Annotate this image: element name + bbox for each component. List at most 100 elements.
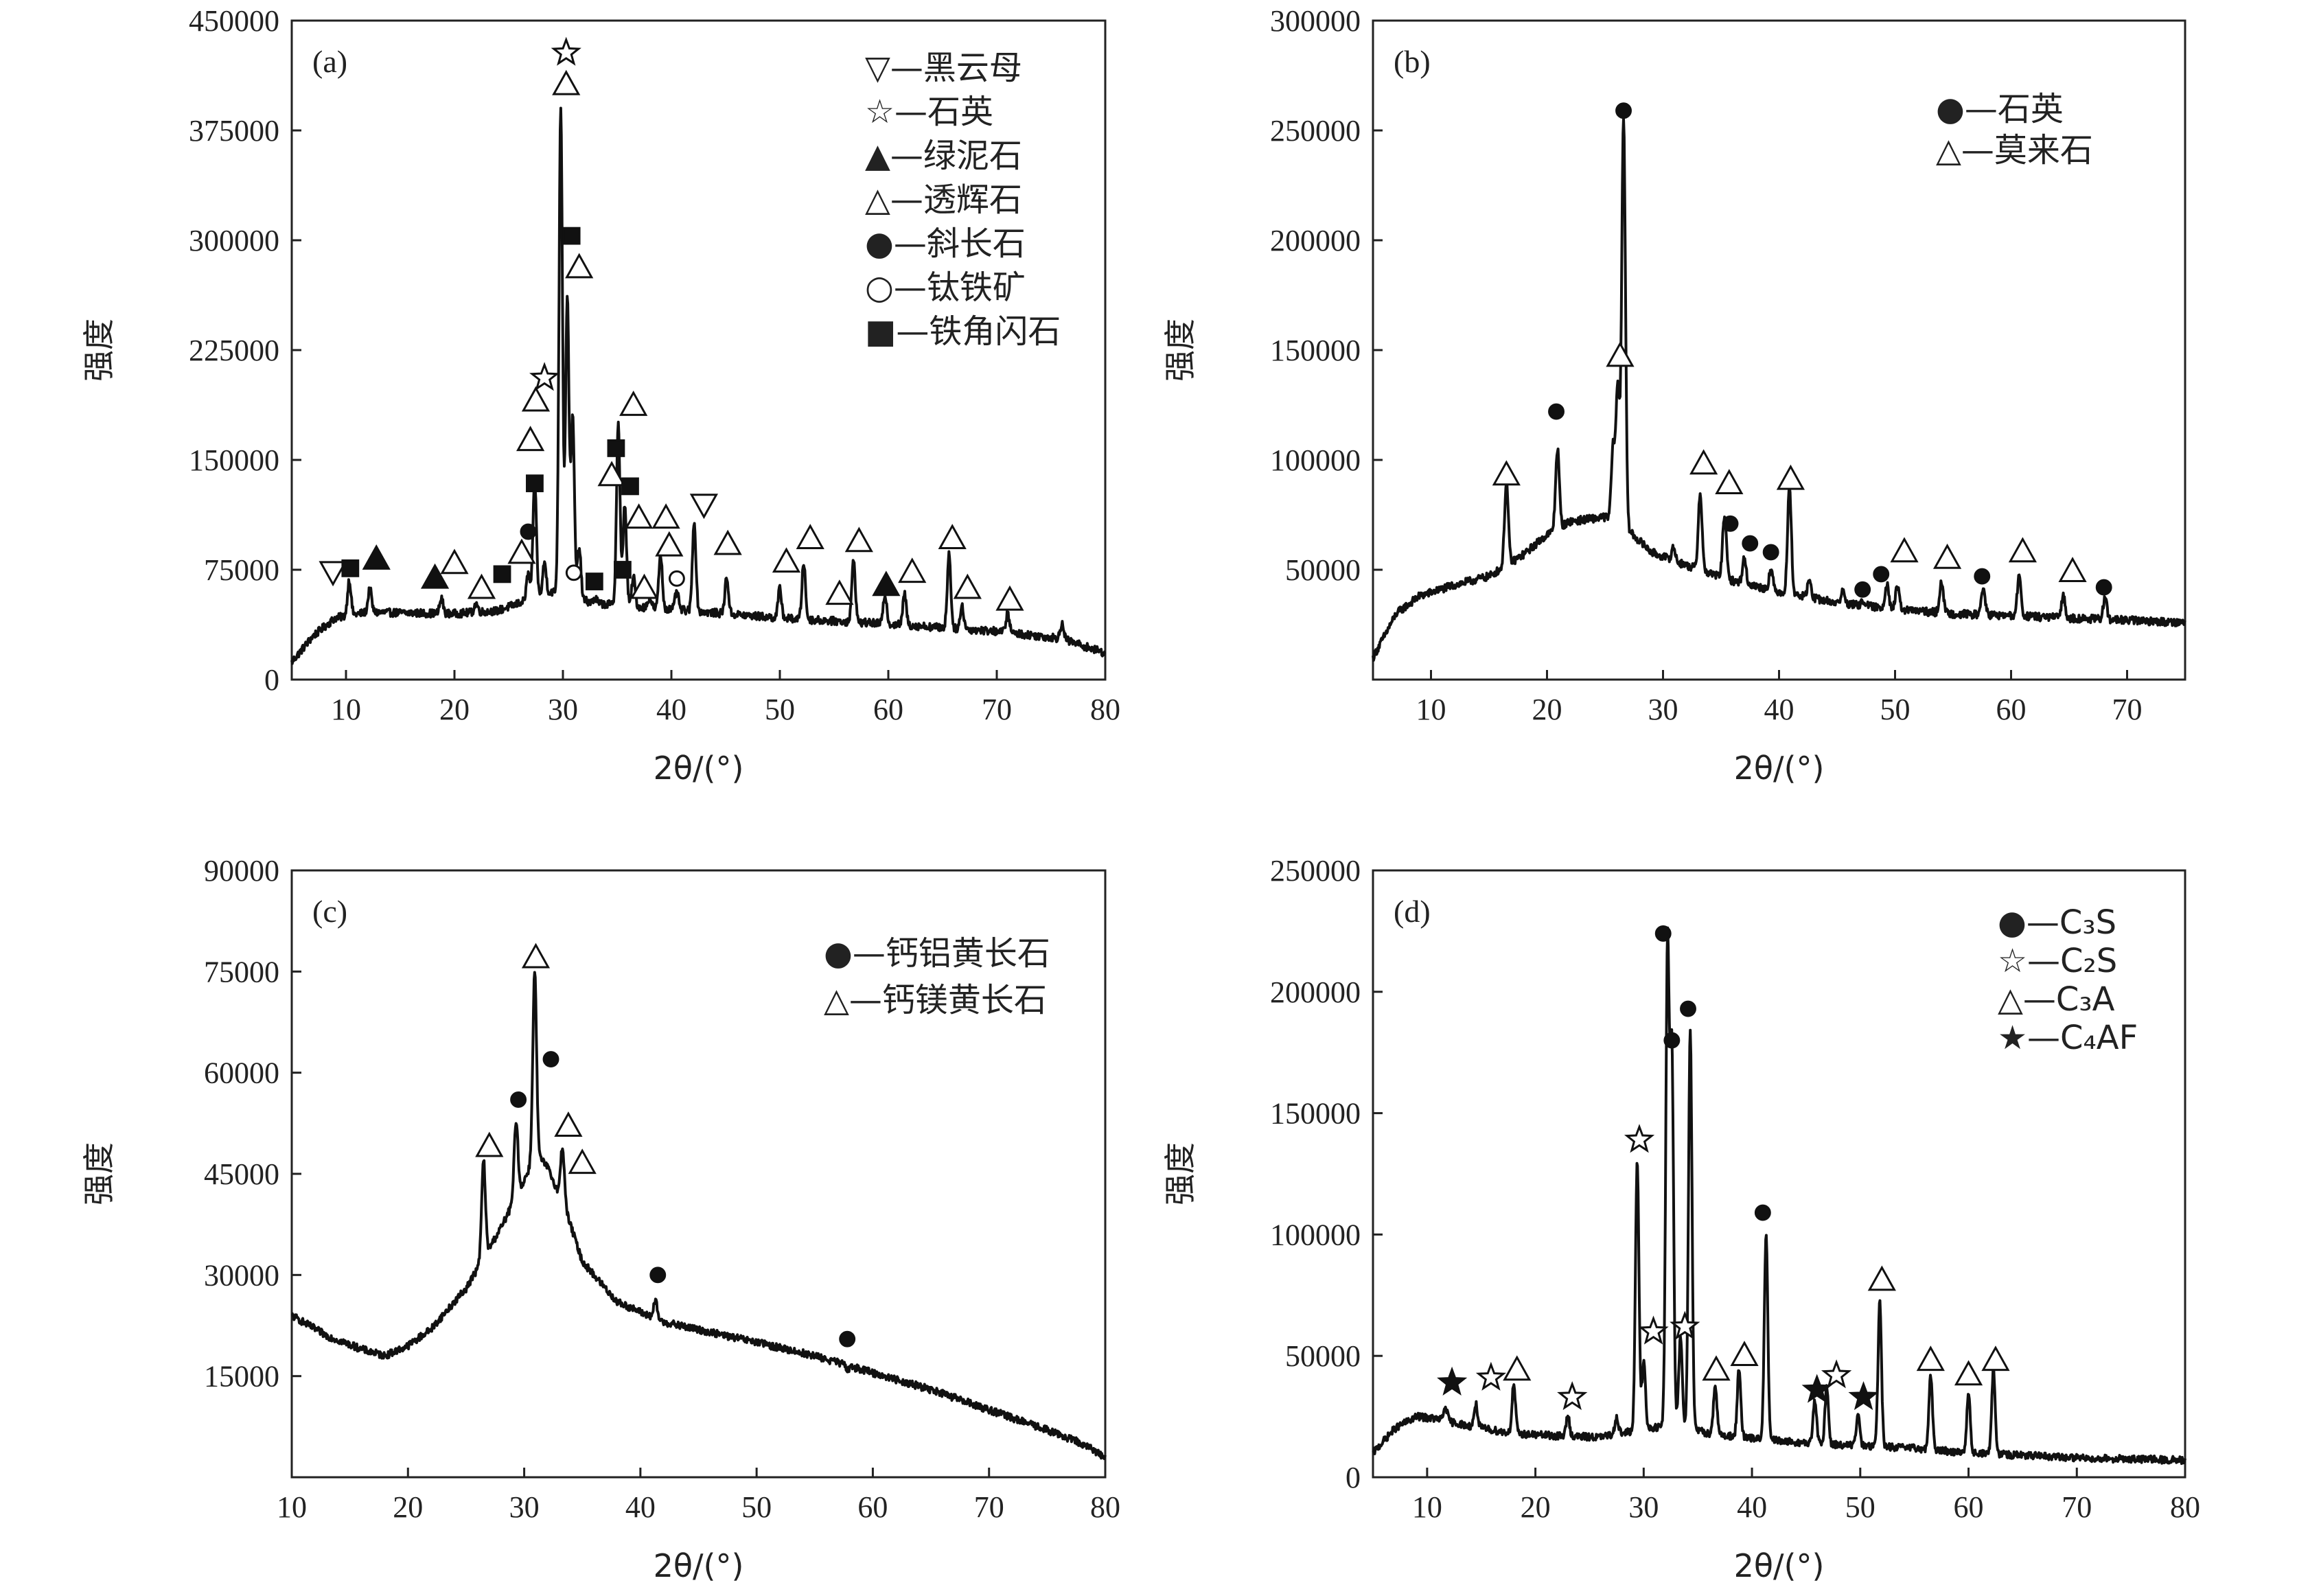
y-tick-label: 250000: [1270, 114, 1361, 148]
y-tick-label: 450000: [189, 4, 279, 38]
peak-marker-square-filled: [493, 565, 511, 583]
x-axis-title: 2θ/(°): [1734, 750, 1825, 787]
y-tick-label: 300000: [189, 224, 279, 257]
panel-c: 10 20 30 40 50 60 70 80 15000 30000 45000 60000 7500…: [80, 854, 1120, 1584]
legend-entry: ○—钛铁矿: [865, 268, 1026, 307]
y-tick-label: 200000: [1270, 224, 1361, 257]
peak-marker-triangle-up-open: [1606, 341, 1635, 367]
peak-marker-triangle-up-open: [796, 524, 824, 549]
y-tick-label: 0: [1346, 1461, 1361, 1494]
peak-marker-triangle-up-open: [651, 503, 680, 529]
legend-entry: ☆—C₂S: [1998, 942, 2117, 980]
peak-marker-circle-open: [668, 570, 685, 587]
peak-marker-triangle-up-open: [440, 548, 469, 575]
peak-marker-circle-filled: [510, 1091, 527, 1108]
peak-marker-triangle-up-open: [597, 461, 626, 487]
peak-marker-triangle-up-open: [1730, 1341, 1759, 1366]
legend-entry: △—钙镁黄长石: [824, 981, 1047, 1019]
peak-marker-triangle-up-open: [938, 524, 967, 549]
xrd-trace: [290, 106, 1107, 665]
y-tick-label: 45000: [204, 1157, 279, 1191]
peak-marker-circle-filled: [542, 1051, 559, 1067]
peak-marker-triangle-up-open: [772, 547, 801, 573]
panel-a: 10 20 30 40 50 60 70 80 0 75000 150000 225000 300000…: [80, 4, 1120, 787]
peak-marker-triangle-up-open: [568, 1148, 597, 1175]
peak-marker-triangle-up-open: [2058, 557, 2087, 582]
x-tick-label: 40: [1764, 693, 1794, 726]
peak-marker-circle-filled: [1722, 515, 1739, 532]
y-axis-title: 强度: [1162, 319, 1199, 382]
peak-marker-circle-filled: [1754, 1204, 1771, 1221]
peak-marker-triangle-up-open: [552, 69, 581, 95]
x-tick-label: 30: [1628, 1490, 1659, 1524]
peak-marker-triangle-up-open: [1503, 1355, 1532, 1381]
peak-marker-star-open: [1475, 1361, 1507, 1391]
y-tick-label: 100000: [1270, 1218, 1361, 1251]
y-axis-title: 强度: [80, 1142, 117, 1205]
peak-marker-circle-filled: [1742, 535, 1759, 552]
peak-marker-triangle-up-open: [507, 538, 536, 564]
x-tick-label: 70: [2112, 693, 2143, 726]
y-tick-label: 0: [264, 663, 279, 697]
peak-marker-circle-filled: [520, 523, 537, 540]
peak-marker-triangle-up-open: [554, 1111, 583, 1137]
x-tick-label: 70: [974, 1490, 1004, 1524]
plot-frame: [1372, 869, 2186, 1479]
peak-marker-triangle-up-open: [713, 529, 742, 555]
legend-entry: ▽—黑云母: [865, 49, 1022, 87]
legend-entry: ●—斜长石: [865, 224, 1026, 263]
y-tick-label: 250000: [1270, 854, 1361, 888]
peak-marker-triangle-up-open: [475, 1131, 504, 1157]
x-tick-label: 40: [625, 1490, 656, 1524]
peak-marker-square-filled: [621, 477, 639, 496]
peak-marker-star-open: [1821, 1359, 1852, 1389]
peak-marker-circle-filled: [1680, 1000, 1696, 1017]
peak-marker-triangle-up-open: [630, 573, 659, 599]
peak-marker-circle-filled: [1548, 403, 1565, 420]
peak-marker-triangle-up-open: [1954, 1360, 1983, 1386]
panel-label: (b): [1394, 44, 1431, 79]
x-tick-label: 50: [765, 693, 795, 726]
y-tick-label: 150000: [189, 443, 279, 477]
x-tick-label: 30: [548, 693, 578, 726]
x-tick-label: 50: [741, 1490, 772, 1524]
peak-marker-triangle-up-open: [619, 390, 648, 416]
x-tick-label: 80: [1090, 1490, 1120, 1524]
peak-marker-circle-filled: [2095, 579, 2112, 596]
x-tick-label: 50: [1880, 693, 1911, 726]
x-tick-label: 10: [331, 693, 361, 726]
peak-marker-triangle-up-open: [1702, 1355, 1731, 1381]
x-axis-title: 2θ/(°): [654, 1547, 744, 1584]
y-tick-label: 150000: [1270, 334, 1361, 367]
peak-marker-triangle-up-open: [1867, 1265, 1896, 1291]
peak-marker-triangle-up-filled: [872, 570, 901, 597]
legend-entry: △—C₃A: [1998, 980, 2115, 1019]
peak-marker-triangle-up-filled: [420, 563, 450, 589]
peak-marker-triangle-up-open: [2008, 537, 2038, 563]
legend-entry: ●—钙铝黄长石: [824, 934, 1050, 973]
y-tick-label: 75000: [204, 553, 279, 587]
peak-marker-triangle-up-open: [565, 253, 594, 279]
x-tick-label: 70: [982, 693, 1012, 726]
y-tick-label: 300000: [1270, 4, 1361, 38]
peak-marker-triangle-up-open: [521, 942, 551, 969]
y-tick-label: 60000: [204, 1056, 279, 1090]
y-tick-label: 150000: [1270, 1097, 1361, 1131]
y-tick-label: 375000: [189, 114, 279, 148]
peak-marker-triangle-up-filled: [362, 544, 391, 570]
y-tick-label: 100000: [1270, 443, 1361, 477]
legend-entry: △—透辉石: [865, 181, 1022, 219]
x-tick-label: 60: [1954, 1490, 1984, 1524]
peak-marker-circle-open: [565, 564, 582, 581]
peak-marker-triangle-up-open: [1981, 1345, 2010, 1372]
x-axis-title: 2θ/(°): [654, 750, 744, 787]
x-tick-label: 50: [1845, 1490, 1875, 1524]
peak-marker-star-filled: [1437, 1366, 1468, 1396]
x-tick-label: 60: [1996, 693, 2027, 726]
peak-marker-star-open: [1638, 1315, 1669, 1345]
peak-marker-square-filled: [526, 474, 544, 493]
x-tick-label: 20: [393, 1490, 423, 1524]
y-tick-label: 75000: [204, 955, 279, 988]
peak-marker-star-open: [1670, 1310, 1700, 1340]
x-tick-label: 40: [656, 693, 686, 726]
